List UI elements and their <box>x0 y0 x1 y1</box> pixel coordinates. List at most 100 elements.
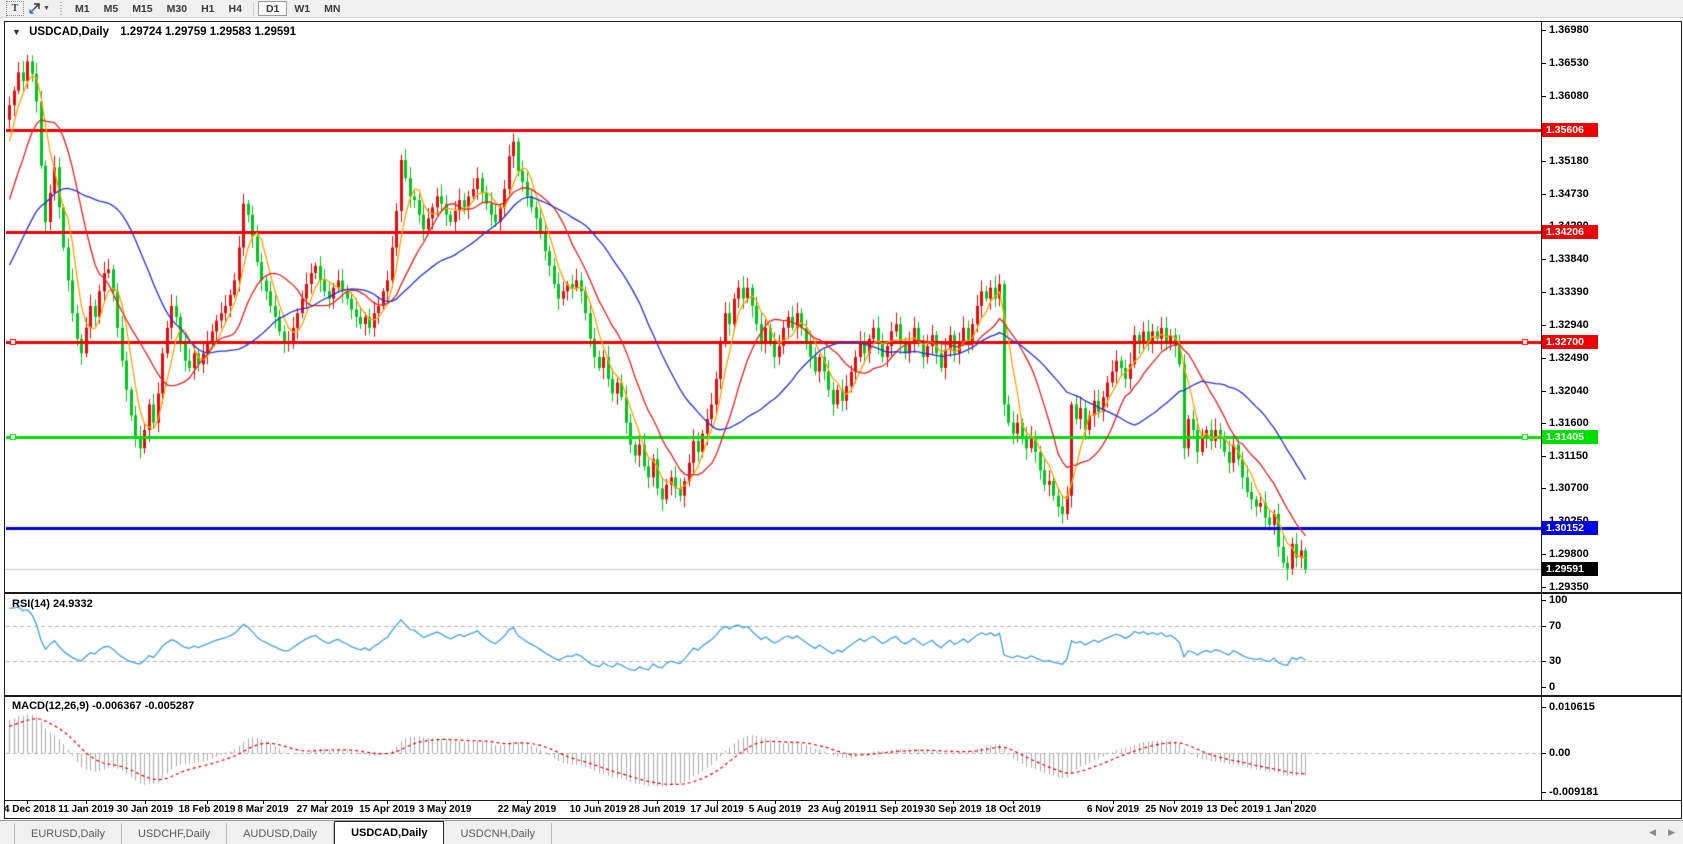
hline-price-badge: 1.34206 <box>1542 225 1598 239</box>
axis-tick-mark <box>1541 488 1546 489</box>
chart-tab-bar: EURUSD,Daily USDCHF,Daily AUDUSD,Daily USDC… <box>0 820 1683 844</box>
collapse-chart-arrow-icon[interactable]: ▼ <box>12 27 21 37</box>
timeframe-button-w1[interactable]: W1 <box>294 2 311 15</box>
axis-tick-mark <box>1541 626 1546 627</box>
date-axis-label: 18 Feb 2019 <box>178 804 236 815</box>
macd-panel-canvas[interactable] <box>6 697 1541 801</box>
timeframe-button-group: M1 M5 M15 M30 H1 H4 D1 W1 MN <box>68 1 347 16</box>
tab-usdchf-daily[interactable]: USDCHF,Daily <box>122 823 228 844</box>
panel-divider[interactable] <box>5 592 1681 594</box>
timeframe-button-m15[interactable]: M15 <box>132 2 153 15</box>
axis-tick-mark <box>1541 600 1546 601</box>
date-tick-mark <box>86 801 87 804</box>
date-tick-mark <box>895 801 896 804</box>
axis-tick-mark <box>1541 587 1546 588</box>
tab-scroll-left-button[interactable]: ◀ <box>1649 827 1657 837</box>
date-tick-mark <box>1291 801 1292 804</box>
date-axis-label: 22 May 2019 <box>497 804 557 815</box>
date-tick-mark <box>145 801 146 804</box>
axis-tick-mark <box>1541 292 1546 293</box>
price-tick-label: 1.36080 <box>1549 90 1589 102</box>
axis-tick-mark <box>1541 358 1546 359</box>
price-tick-label: 1.36980 <box>1549 24 1589 36</box>
rsi-label-value: 24.9332 <box>52 598 93 610</box>
hline-price-badge: 1.35606 <box>1542 123 1598 137</box>
arrow-tool-button[interactable]: ▼ <box>26 1 52 16</box>
rsi-label-text: RSI(14) <box>12 598 50 610</box>
price-tick-label: 1.35180 <box>1549 155 1589 167</box>
price-tick-label: 1.30700 <box>1549 482 1589 494</box>
current-price-badge: 1.29591 <box>1542 562 1598 576</box>
date-tick-mark <box>207 801 208 804</box>
price-tick-label: 1.31600 <box>1549 417 1589 429</box>
date-axis-label: 18 Oct 2019 <box>985 804 1041 815</box>
date-tick-mark <box>598 801 599 804</box>
rsi-tick-label: 0 <box>1549 681 1556 693</box>
date-axis-label: 10 Jun 2019 <box>569 804 627 815</box>
date-axis-label: 30 Sep 2019 <box>924 804 982 815</box>
axis-tick-mark <box>1541 96 1546 97</box>
top-toolbar: T ▼ M1 M5 M15 M30 H1 H4 D1 W1 MN <box>0 0 1683 18</box>
axis-tick-mark <box>1541 554 1546 555</box>
date-tick-mark <box>387 801 388 804</box>
price-axis[interactable]: 1.36980 1.36530 1.36080 1.35180 1.34730 1.342… <box>1541 22 1682 800</box>
tab-eurusd-daily[interactable]: EURUSD,Daily <box>14 823 122 844</box>
axis-tick-mark <box>1541 194 1546 195</box>
date-axis-label: 15 Apr 2019 <box>359 804 415 815</box>
price-tick-label: 1.33840 <box>1549 253 1589 265</box>
timeframe-button-m5[interactable]: M5 <box>103 2 119 15</box>
date-tick-mark <box>27 801 28 804</box>
tab-audusd-daily[interactable]: AUDUSD,Daily <box>227 823 335 844</box>
price-tick-label: 1.34730 <box>1549 188 1589 200</box>
price-tick-label: 1.32040 <box>1549 385 1589 397</box>
hline-price-badge: 1.31405 <box>1542 430 1598 444</box>
date-axis-label: 17 Jul 2019 <box>690 804 744 815</box>
price-tick-label: 1.31150 <box>1549 450 1589 462</box>
chart-ohlc-values: 1.29724 1.29759 1.29583 1.29591 <box>120 26 297 38</box>
date-axis-label: 3 May 2019 <box>418 804 472 815</box>
macd-label-text: MACD(12,26,9) <box>12 700 90 712</box>
tab-usdcnh-daily[interactable]: USDCNH,Daily <box>444 823 553 844</box>
date-tick-mark <box>1113 801 1114 804</box>
text-tool-button[interactable]: T <box>6 1 24 16</box>
date-axis-label: 30 Jan 2019 <box>116 804 174 815</box>
date-tick-mark <box>775 801 776 804</box>
date-axis-label: 23 Aug 2019 <box>808 804 866 815</box>
price-tick-label: 1.29800 <box>1549 548 1589 560</box>
price-tick-label: 1.32490 <box>1549 352 1589 364</box>
chart-symbol-label: USDCAD,Daily <box>29 26 110 38</box>
date-tick-mark <box>953 801 954 804</box>
date-tick-mark <box>657 801 658 804</box>
date-axis-label: 11 Sep 2019 <box>866 804 924 815</box>
date-axis-label: 27 Mar 2019 <box>296 804 354 815</box>
chart-header: ▼ USDCAD,Daily 1.29724 1.29759 1.29583 1… <box>12 26 296 38</box>
date-axis-label: 25 Nov 2019 <box>1145 804 1203 815</box>
timeframe-button-mn[interactable]: MN <box>324 2 341 15</box>
price-tick-label: 1.36530 <box>1549 57 1589 69</box>
hline-price-badge: 1.30152 <box>1542 521 1598 535</box>
date-tick-mark <box>325 801 326 804</box>
panel-divider[interactable] <box>5 695 1681 697</box>
rsi-tick-label: 70 <box>1549 620 1562 632</box>
axis-tick-mark <box>1541 30 1546 31</box>
tab-scroll-right-button[interactable]: ▶ <box>1668 827 1675 837</box>
timeframe-button-h4[interactable]: H4 <box>228 2 242 15</box>
timeframe-button-m30[interactable]: M30 <box>166 2 188 15</box>
timeframe-button-m1[interactable]: M1 <box>75 2 90 15</box>
axis-tick-mark <box>1541 707 1546 708</box>
axis-tick-mark <box>1541 661 1546 662</box>
timeframe-button-d1[interactable]: D1 <box>257 1 288 16</box>
axis-tick-mark <box>1541 259 1546 260</box>
toolbar-separator <box>252 1 254 16</box>
tab-scroll-arrows: ◀ ▶ <box>1649 827 1675 838</box>
main-chart-canvas[interactable] <box>6 23 1541 593</box>
axis-tick-mark <box>1541 63 1546 64</box>
axis-tick-mark <box>1541 325 1546 326</box>
axis-tick-mark <box>1541 456 1546 457</box>
macd-tick-label: 0.00 <box>1549 747 1571 759</box>
toolbar-grip <box>58 1 63 16</box>
timeframe-button-h1[interactable]: H1 <box>201 2 215 15</box>
rsi-panel-canvas[interactable] <box>6 594 1541 695</box>
tab-usdcad-daily[interactable]: USDCAD,Daily <box>334 821 445 844</box>
